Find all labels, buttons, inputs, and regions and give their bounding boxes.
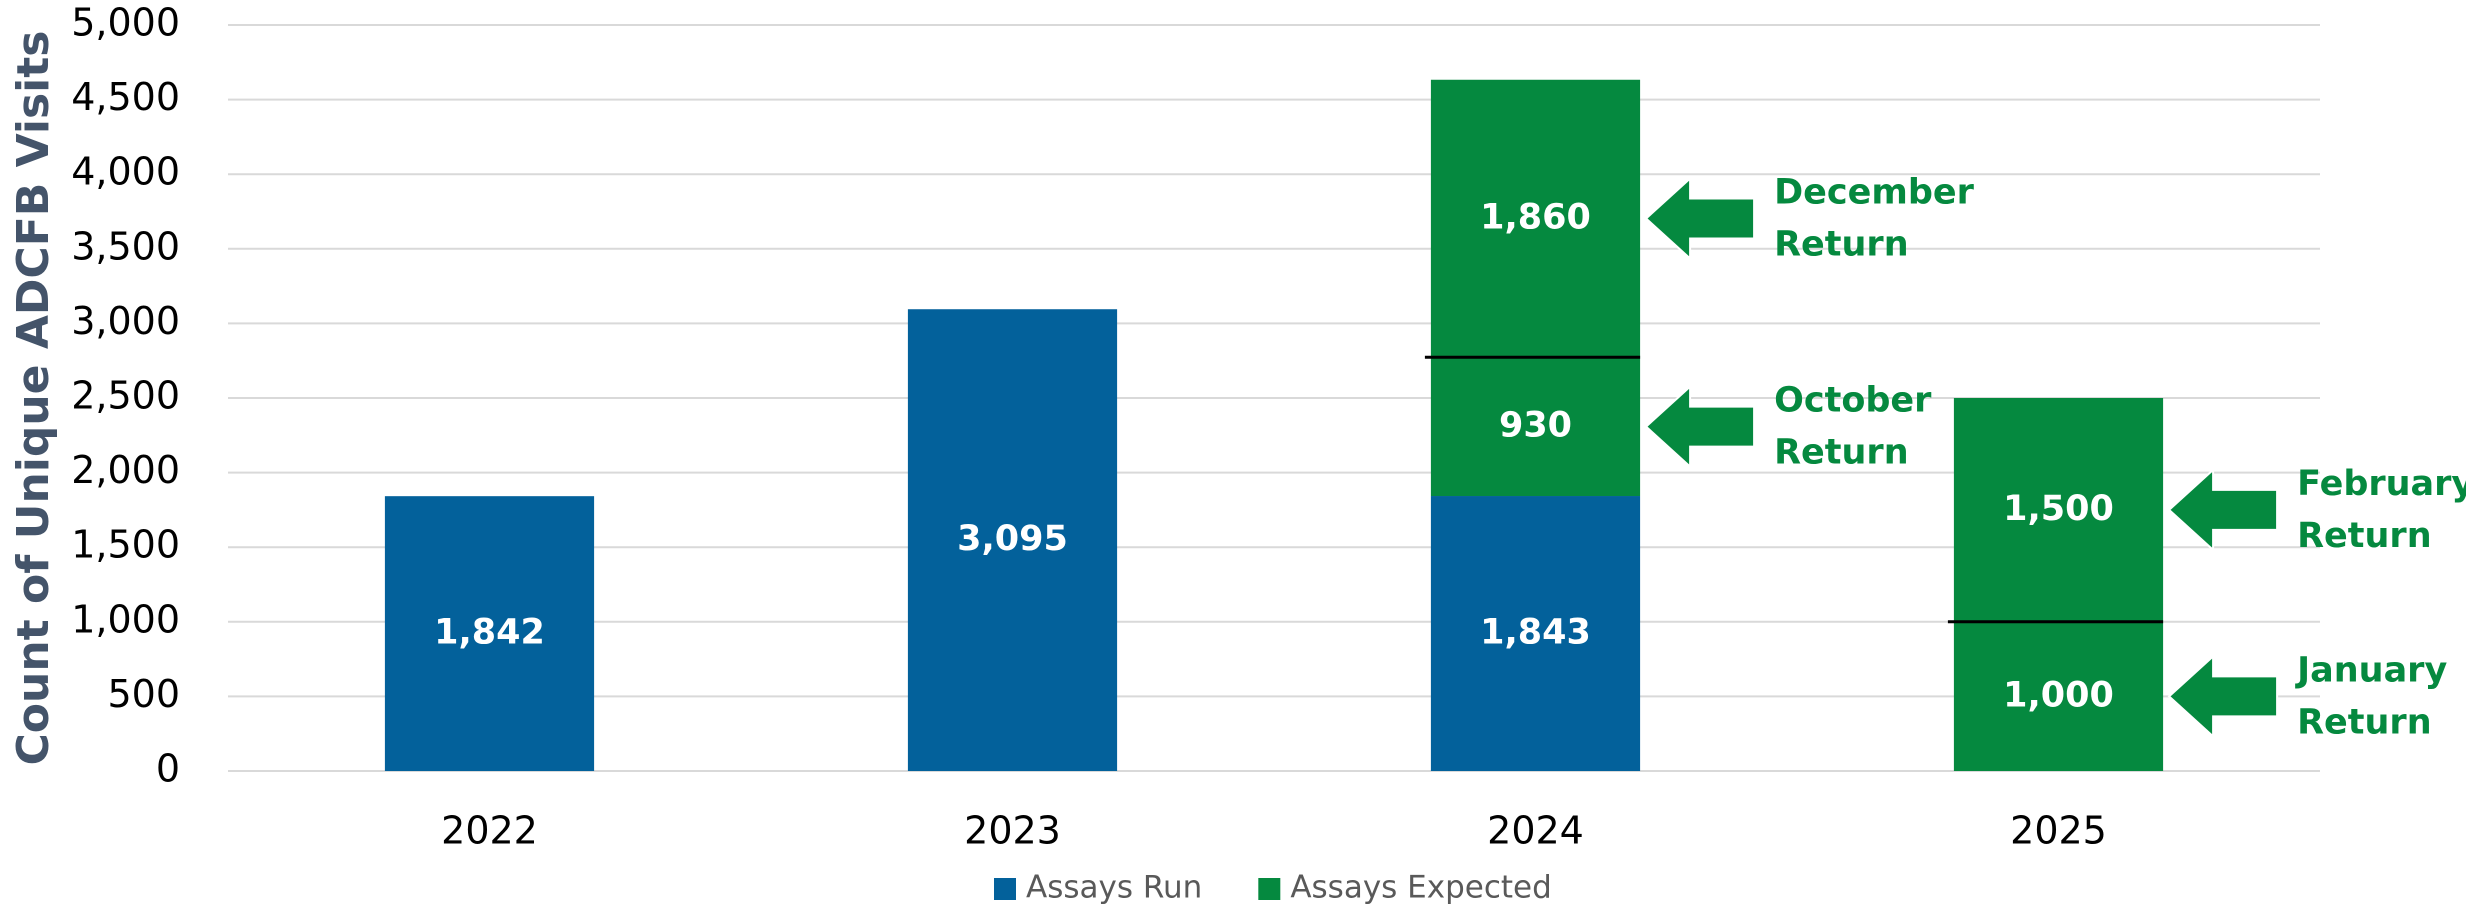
legend-label: Assays Run <box>1026 870 1202 906</box>
bar-segment <box>907 309 1118 771</box>
y-tick-label: 1,500 <box>71 523 180 567</box>
y-axis-title: Count of Unique ADCFB Visits <box>8 31 59 766</box>
annotation-arrow <box>1644 176 1756 261</box>
data-label: 1,000 <box>2003 675 2114 715</box>
annotation-text: January <box>2295 650 2447 690</box>
y-tick-label: 5,000 <box>71 1 180 45</box>
bar-segment <box>1430 496 1641 771</box>
x-tick-label: 2024 <box>1487 809 1584 853</box>
bar-segment <box>1953 621 2164 771</box>
y-tick-label: 1,000 <box>71 597 180 641</box>
y-tick-label: 3,000 <box>71 299 180 343</box>
legend-swatch <box>994 878 1016 900</box>
annotation-arrow <box>2167 467 2279 553</box>
x-tick-label: 2023 <box>964 809 1061 853</box>
y-tick-label: 4,500 <box>71 75 180 119</box>
y-tick-label: 2,500 <box>71 374 180 418</box>
data-label: 1,860 <box>1480 198 1591 238</box>
annotation-text: December <box>1774 173 1975 213</box>
data-label: 930 <box>1499 406 1572 446</box>
y-tick-label: 2,000 <box>71 448 180 492</box>
legend-swatch <box>1258 878 1281 900</box>
data-label: 1,843 <box>1480 613 1591 653</box>
legend-label: Assays Expected <box>1290 870 1552 906</box>
y-tick-label: 500 <box>107 672 180 716</box>
bar-segment <box>384 496 595 771</box>
annotation-text: Return <box>1774 433 1909 473</box>
bar-segment <box>1430 357 1641 497</box>
y-tick-label: 3,500 <box>71 224 180 268</box>
annotation-arrow <box>1644 384 1756 469</box>
data-label: 1,500 <box>2003 489 2114 529</box>
y-tick-label: 0 <box>156 747 180 791</box>
y-tick-label: 4,000 <box>71 150 180 194</box>
data-label: 1,842 <box>434 613 545 653</box>
annotation-text: Return <box>1774 225 1909 265</box>
data-label: 3,095 <box>957 519 1068 559</box>
annotation-text: February <box>2297 464 2466 504</box>
annotation-text: October <box>1774 381 1932 421</box>
bar-segment <box>1953 398 2164 622</box>
x-tick-label: 2025 <box>2010 809 2107 853</box>
annotation-text: Return <box>2297 516 2432 556</box>
annotation-text: Return <box>2297 702 2432 742</box>
bar-segment <box>1430 79 1641 358</box>
x-tick-label: 2022 <box>441 809 538 853</box>
annotation-arrow <box>2167 654 2279 739</box>
